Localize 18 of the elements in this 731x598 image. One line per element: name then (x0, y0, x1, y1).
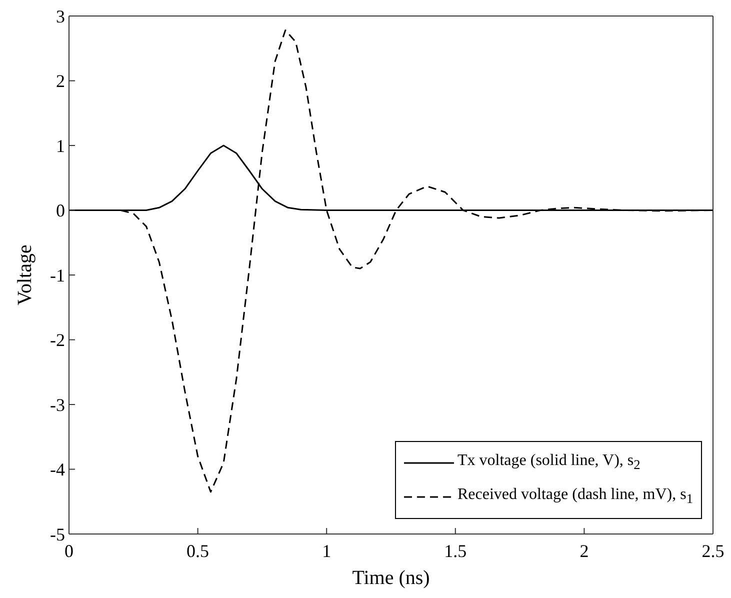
x-tick-label: 2.5 (702, 540, 724, 561)
y-tick-label: 2 (56, 71, 65, 92)
x-tick-label: 1.5 (444, 540, 467, 561)
y-tick-label: 3 (56, 6, 65, 26)
y-tick-label: -3 (50, 394, 65, 415)
y-tick-label: -1 (50, 265, 65, 286)
y-tick-label: -2 (50, 330, 65, 350)
y-tick-label: 1 (56, 136, 65, 156)
y-axis-title: Voltage (14, 244, 36, 306)
y-tick-label: 0 (56, 200, 65, 221)
legend-label: Received voltage (dash line, mV), s$_{1}$ (458, 484, 693, 508)
x-tick-label: 2 (580, 540, 589, 561)
legend-label: Tx voltage (solid line, V), s$_{2}$ (458, 450, 640, 474)
x-tick-label: 1 (322, 540, 332, 561)
x-tick-label: 0.5 (186, 540, 210, 561)
y-tick-label: -5 (50, 524, 65, 544)
y-tick-label: -4 (50, 460, 65, 480)
x-axis-title: Time (ns) (352, 567, 430, 589)
